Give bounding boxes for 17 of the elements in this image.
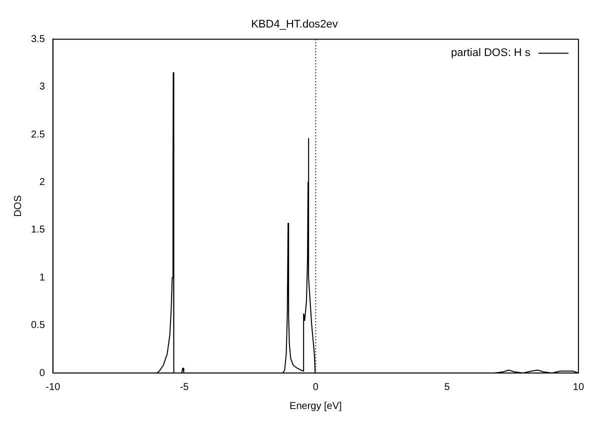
y-tick-label: 0: [39, 368, 46, 379]
chart-title: KBD4_HT.dos2ev: [251, 18, 338, 31]
legend-label: partial DOS: H s: [450, 47, 531, 60]
x-tick-label: 5: [444, 382, 450, 393]
y-tick-label: 1: [39, 272, 46, 284]
x-tick-label: -5: [180, 382, 190, 393]
x-tick-label: -10: [46, 382, 61, 393]
x-tick-label: 0: [312, 382, 319, 393]
y-tick-label: 0.5: [30, 320, 46, 332]
x-axis-title: Energy [eV]: [290, 400, 342, 412]
y-tick-label: 1.5: [30, 224, 46, 236]
y-axis-title: DOS: [12, 194, 24, 217]
y-tick-label: 3: [39, 82, 46, 93]
y-tick-label: 2: [39, 177, 46, 188]
x-tick-label: 10: [572, 382, 584, 393]
y-tick-label: 2.5: [30, 129, 46, 140]
y-tick-label: 3.5: [30, 34, 46, 45]
